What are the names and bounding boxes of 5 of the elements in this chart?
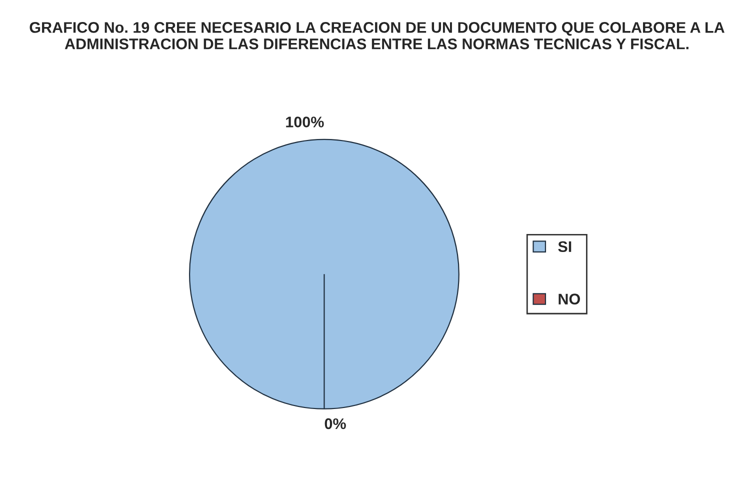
chart-title: GRAFICO No. 19 CREE NECESARIO LA CREACION DE UN DOCUMENTO QUE COLABORE A LA ADMINISTRACION DE LAS DIFERENCIAS ENTRE LAS NORMAS TECNICAS Y FISCAL. xyxy=(30,22,724,50)
text: 0% xyxy=(324,418,346,430)
legend-label: SI xyxy=(558,241,572,252)
data-label: 100% xyxy=(286,116,324,128)
legend-label: NO xyxy=(558,294,580,304)
